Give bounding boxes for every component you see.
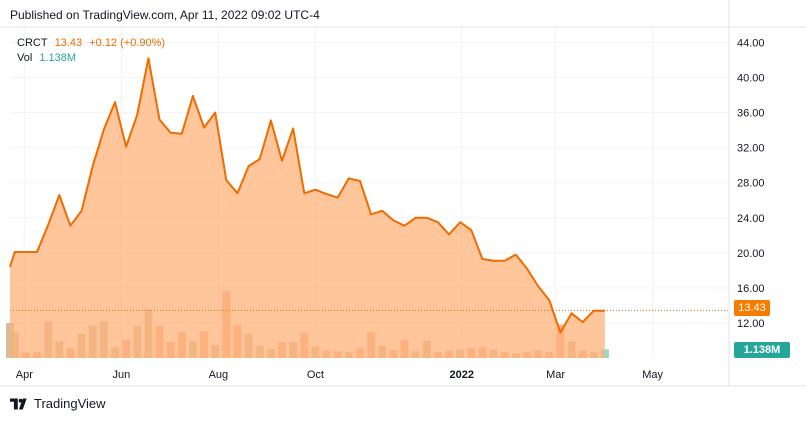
x-tick-label: Aug: [209, 369, 229, 381]
legend-price-row: CRCT 13.43 +0.12 (+0.90%): [17, 36, 169, 51]
footer: TradingView: [10, 396, 106, 411]
y-tick-label: 36.00: [737, 108, 765, 120]
legend-vol-label: Vol: [17, 52, 33, 64]
y-tick-label: 20.00: [737, 248, 765, 260]
legend-vol-value: 1.138M: [39, 52, 77, 64]
price-area-fill: [10, 58, 605, 359]
y-tick-label: 44.00: [737, 38, 765, 50]
y-tick-label: 32.00: [737, 143, 765, 155]
legend-price: 13.43: [54, 37, 83, 49]
y-tick-label: 24.00: [737, 213, 765, 225]
x-tick-label: Jun: [112, 369, 130, 381]
y-tick-label: 16.00: [737, 283, 765, 295]
legend-symbol[interactable]: CRCT: [17, 37, 48, 49]
volume-bar: [600, 349, 609, 358]
y-tick-label: 28.00: [737, 178, 765, 190]
price-badge: 13.43: [734, 300, 770, 316]
price-area: [9, 57, 729, 359]
published-info: Published on TradingView.com, Apr 11, 20…: [10, 8, 320, 22]
tradingview-logo-icon: [10, 397, 27, 410]
y-tick-label: 40.00: [737, 73, 765, 85]
volume-badge: 1.138M: [734, 342, 790, 358]
y-tick-label: 12.00: [737, 318, 765, 330]
legend-volume-row: Vol 1.138M: [17, 51, 169, 66]
x-tick-label: May: [642, 369, 663, 381]
legend: CRCT 13.43 +0.12 (+0.90%) Vol 1.138M: [17, 36, 169, 66]
legend-change: +0.12 (+0.90%): [89, 37, 166, 49]
x-tick-label: Mar: [546, 369, 565, 381]
x-tick-label: 2022: [450, 369, 474, 381]
footer-brand[interactable]: TradingView: [34, 396, 106, 411]
x-tick-label: Oct: [307, 369, 324, 381]
axes: 12.00 16.00 20.00 24.00 28.00 32.00 36.00 40.00…: [0, 0, 806, 387]
x-tick-label: Apr: [16, 369, 33, 381]
